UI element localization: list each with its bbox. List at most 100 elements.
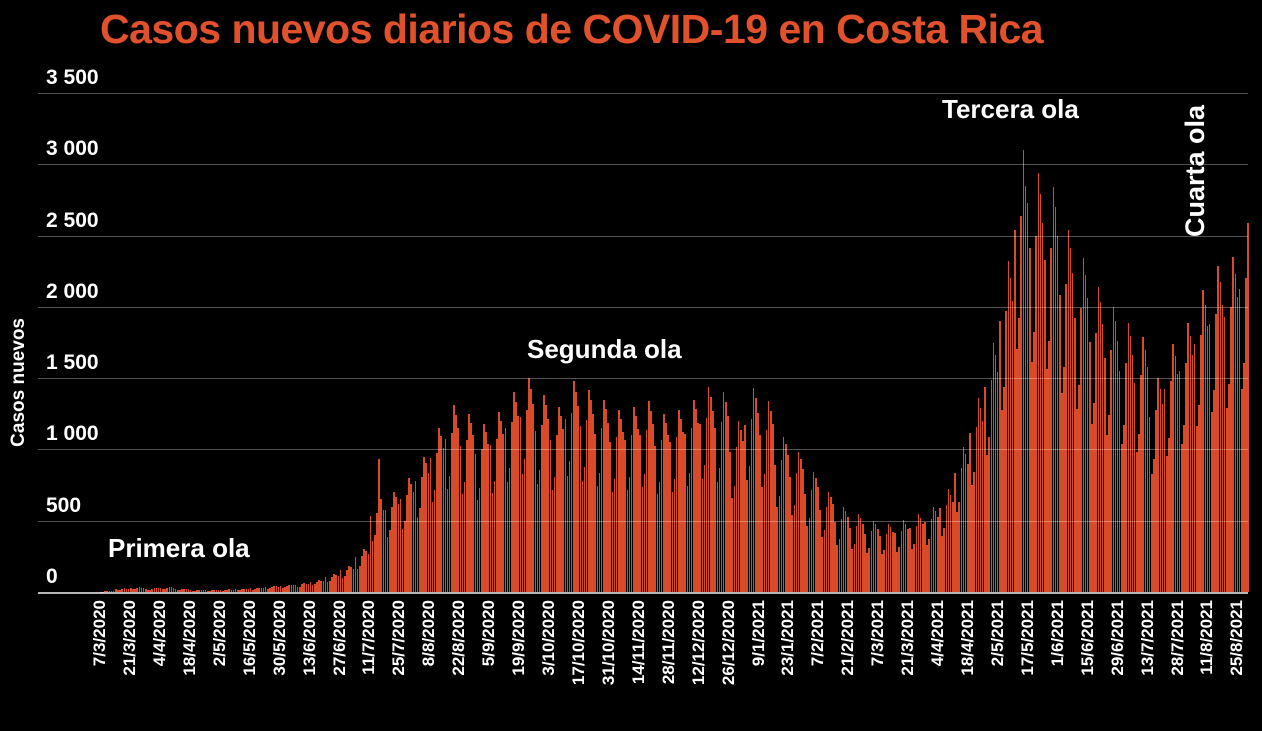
bar <box>157 588 160 592</box>
x-tick-label: 4/4/2021 <box>928 600 948 667</box>
bar <box>305 583 308 592</box>
bar <box>359 565 361 592</box>
bar <box>761 486 763 592</box>
bar <box>712 411 714 592</box>
bar <box>1204 304 1207 592</box>
bar <box>1163 388 1166 592</box>
bar <box>583 466 586 592</box>
bar <box>1080 308 1082 592</box>
bar <box>977 398 980 592</box>
bar <box>814 478 817 592</box>
bar <box>425 463 427 592</box>
bar <box>1108 415 1110 592</box>
bar <box>108 590 111 592</box>
bar <box>528 378 530 592</box>
bar <box>874 524 877 592</box>
bar <box>1088 341 1091 592</box>
bar <box>183 588 186 592</box>
bar <box>658 481 661 592</box>
bar <box>633 406 635 592</box>
bar <box>1018 318 1020 592</box>
bar <box>707 386 710 592</box>
bar <box>1071 273 1074 592</box>
bar <box>438 428 440 592</box>
bar <box>883 549 886 592</box>
bar <box>746 479 749 592</box>
bar <box>913 543 915 592</box>
x-tick-label: 30/5/2020 <box>269 600 289 676</box>
x-tick-label: 9/1/2021 <box>748 600 768 667</box>
bar <box>810 490 813 592</box>
bar <box>352 568 355 592</box>
bar <box>1191 354 1194 592</box>
bar <box>733 485 736 592</box>
bar <box>119 590 121 592</box>
x-tick-label: 1/6/2021 <box>1047 600 1067 667</box>
bar <box>198 589 201 592</box>
bar <box>448 476 451 592</box>
bar <box>690 428 693 592</box>
bar <box>127 588 130 592</box>
bar <box>511 422 513 592</box>
bar <box>966 464 969 592</box>
bar <box>866 552 868 592</box>
bar <box>943 528 945 592</box>
bar <box>1187 322 1189 592</box>
bar <box>763 473 766 592</box>
gridline-y-500 <box>38 520 1248 522</box>
bar <box>200 589 203 592</box>
bar <box>1129 335 1132 592</box>
bar <box>466 440 468 592</box>
bar <box>911 549 913 592</box>
bar <box>397 504 400 592</box>
x-tick-label: 28/11/2020 <box>658 600 678 685</box>
bar <box>273 586 275 592</box>
annotation-first-wave: Primera ola <box>108 533 250 563</box>
x-tick-label: 31/10/2020 <box>598 600 618 686</box>
x-tick-label: 2/5/2021 <box>987 600 1007 667</box>
bar <box>549 440 552 592</box>
bar <box>1046 369 1048 592</box>
bar <box>288 584 290 592</box>
bar <box>868 547 871 592</box>
bar <box>168 587 171 592</box>
bar <box>354 556 357 592</box>
bar <box>949 494 952 592</box>
bar <box>825 507 828 592</box>
bar <box>703 464 706 592</box>
bar <box>318 579 320 592</box>
bar <box>371 541 374 592</box>
bar <box>641 486 644 592</box>
bar <box>737 420 740 592</box>
bar <box>132 589 134 592</box>
bar <box>266 588 269 592</box>
bar <box>827 492 830 592</box>
x-tick-label: 15/6/2021 <box>1077 600 1097 676</box>
bar <box>964 453 967 592</box>
bar <box>468 413 470 592</box>
bar <box>1039 193 1042 592</box>
bar <box>750 418 753 592</box>
bar <box>356 568 359 592</box>
bar <box>125 588 128 592</box>
bar <box>1189 335 1192 592</box>
bar <box>660 440 663 592</box>
y-tick-label: 0 <box>46 565 58 588</box>
bar <box>714 428 716 592</box>
bar <box>502 433 504 592</box>
annotation-second-wave: Segunda ola <box>527 334 682 364</box>
bar <box>1103 358 1106 592</box>
x-tick-label: 26/12/2020 <box>718 600 738 686</box>
x-tick-label: 17/5/2021 <box>1017 600 1037 676</box>
bar <box>981 421 984 592</box>
x-tick-label: 27/6/2020 <box>329 600 349 676</box>
bar <box>326 582 329 592</box>
bar <box>778 495 781 592</box>
bar <box>487 444 489 592</box>
bar <box>1142 336 1145 592</box>
bar <box>1044 260 1046 592</box>
y-tick-label: 3 500 <box>46 66 99 89</box>
x-tick-label: 21/3/2021 <box>898 600 918 676</box>
bar <box>410 483 412 592</box>
bar <box>1206 326 1209 592</box>
